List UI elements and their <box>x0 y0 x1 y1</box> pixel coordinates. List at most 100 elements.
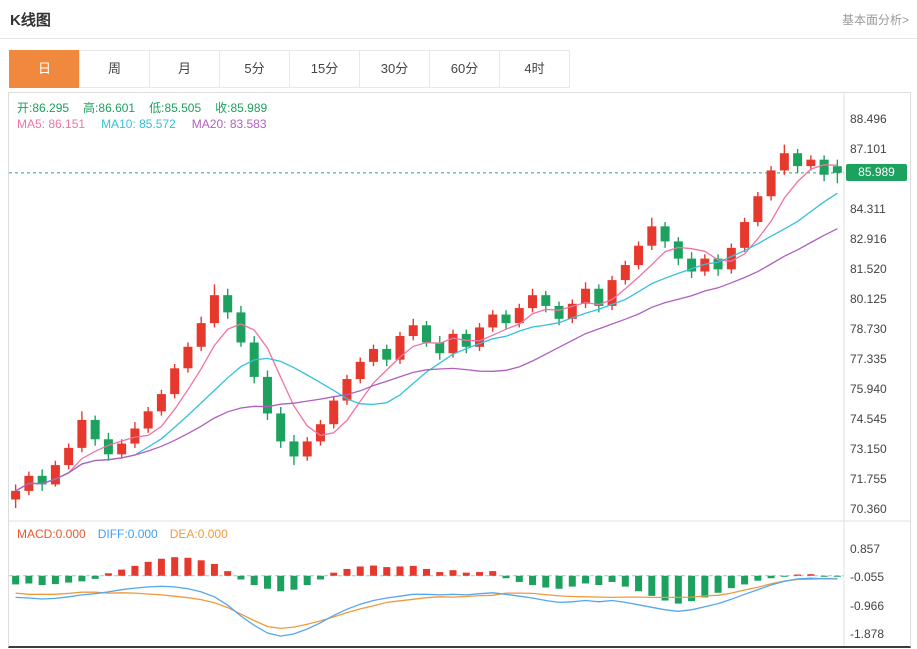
macd-bar <box>807 574 815 576</box>
candle-body <box>687 258 697 272</box>
candle-body <box>634 245 644 266</box>
macd-bar <box>250 575 258 586</box>
macd-bar <box>104 573 112 576</box>
tab-5min[interactable]: 5分 <box>219 50 290 88</box>
dea-value: DEA:0.000 <box>169 527 228 541</box>
price-axis-label: 84.311 <box>850 201 886 216</box>
candle-body <box>262 376 272 414</box>
price-axis-label: 77.335 <box>850 351 887 366</box>
macd-bar <box>184 557 192 576</box>
ma20-line <box>15 228 838 492</box>
page-header: K线图 基本面分析> <box>0 0 917 39</box>
candle-body <box>143 411 153 429</box>
macd-bar <box>794 574 802 576</box>
macd-bar <box>621 575 629 587</box>
macd-bar <box>277 575 285 592</box>
macd-info: MACD:0.000 DIFF:0.000 DEA:0.000 <box>17 527 240 541</box>
candle-body <box>90 419 100 440</box>
macd-bar <box>648 575 656 596</box>
candle-body <box>50 465 60 485</box>
candle-body <box>541 295 551 306</box>
ma-info: MA5: 86.151 MA10: 85.572 MA20: 83.583 <box>17 117 283 131</box>
candle-body <box>620 265 630 281</box>
ohlc-info: 开:86.295 高:86.601 低:85.505 收:85.989 <box>17 99 281 116</box>
candlestick-series <box>11 144 842 509</box>
candle-body <box>779 153 789 171</box>
macd-bar <box>674 575 682 604</box>
macd-value: MACD:0.000 <box>17 527 86 541</box>
macd-bar <box>210 564 218 576</box>
candle-body <box>382 348 392 360</box>
candle-body <box>64 447 74 466</box>
price-axis-label: 74.545 <box>850 411 887 426</box>
tab-month[interactable]: 月 <box>149 50 220 88</box>
macd-bar <box>144 561 152 576</box>
kline-chart-canvas[interactable] <box>9 93 910 646</box>
macd-bar <box>529 575 537 586</box>
macd-bar <box>701 575 709 598</box>
candle-body <box>342 379 352 401</box>
macd-bar <box>12 575 20 585</box>
macd-bar <box>462 572 470 576</box>
price-axis-label: 75.940 <box>850 381 887 396</box>
macd-bar <box>476 572 484 576</box>
price-axis-label: 71.755 <box>850 471 887 486</box>
candle-body <box>315 424 325 442</box>
ma5-line <box>15 164 838 492</box>
macd-axis-label: -0.966 <box>850 598 885 613</box>
macd-bar <box>25 575 33 584</box>
candle-body <box>700 258 710 272</box>
candle-body <box>183 346 193 369</box>
macd-bar <box>237 575 245 580</box>
candle-body <box>435 342 445 354</box>
price-axis-label: 81.520 <box>850 261 887 276</box>
diff-value: DIFF:0.000 <box>97 527 158 541</box>
macd-bar <box>449 570 457 576</box>
candle-body <box>793 153 803 167</box>
tab-4hour[interactable]: 4时 <box>499 50 570 88</box>
tab-day[interactable]: 日 <box>9 50 80 88</box>
macd-bar <box>369 565 377 576</box>
candle-body <box>368 348 378 362</box>
macd-bar <box>316 575 324 580</box>
macd-bar <box>343 568 351 576</box>
macd-bar <box>754 575 762 581</box>
macd-bar <box>489 571 497 576</box>
price-axis-label: 80.125 <box>850 291 887 306</box>
tab-15min[interactable]: 15分 <box>289 50 360 88</box>
price-axis-label: 88.496 <box>850 111 887 126</box>
macd-bar <box>303 575 311 586</box>
diff-line <box>15 577 838 637</box>
candle-body <box>673 241 683 259</box>
macd-bar <box>197 560 205 576</box>
candle-body <box>647 226 657 246</box>
macd-bar <box>582 575 590 584</box>
candle-body <box>753 196 763 223</box>
macd-bar <box>635 575 643 592</box>
ma10-line <box>15 192 838 492</box>
candle-body <box>514 308 524 324</box>
macd-bar <box>833 575 841 577</box>
fundamental-analysis-link[interactable]: 基本面分析> <box>841 13 909 27</box>
candle-body <box>448 333 458 354</box>
macd-bar <box>688 575 696 602</box>
candle-body <box>355 361 365 380</box>
candle-body <box>395 336 405 360</box>
tab-30min[interactable]: 30分 <box>359 50 430 88</box>
candle-body <box>422 325 431 343</box>
macd-bar <box>51 575 59 585</box>
candle-body <box>11 490 21 500</box>
macd-bar <box>263 575 271 589</box>
macd-bar <box>555 575 563 589</box>
tab-week[interactable]: 周 <box>79 50 150 88</box>
ma20-value: MA20: 83.583 <box>191 117 267 131</box>
ohlc-low: 低:85.505 <box>149 101 202 115</box>
macd-axis-label: -0.055 <box>850 570 885 585</box>
macd-bar <box>820 575 828 577</box>
price-axis-label: 78.730 <box>850 321 887 336</box>
macd-bar <box>741 575 749 585</box>
candle-body <box>713 258 723 270</box>
macd-bar <box>608 575 616 582</box>
tab-60min[interactable]: 60分 <box>429 50 500 88</box>
candle-body <box>726 247 736 270</box>
